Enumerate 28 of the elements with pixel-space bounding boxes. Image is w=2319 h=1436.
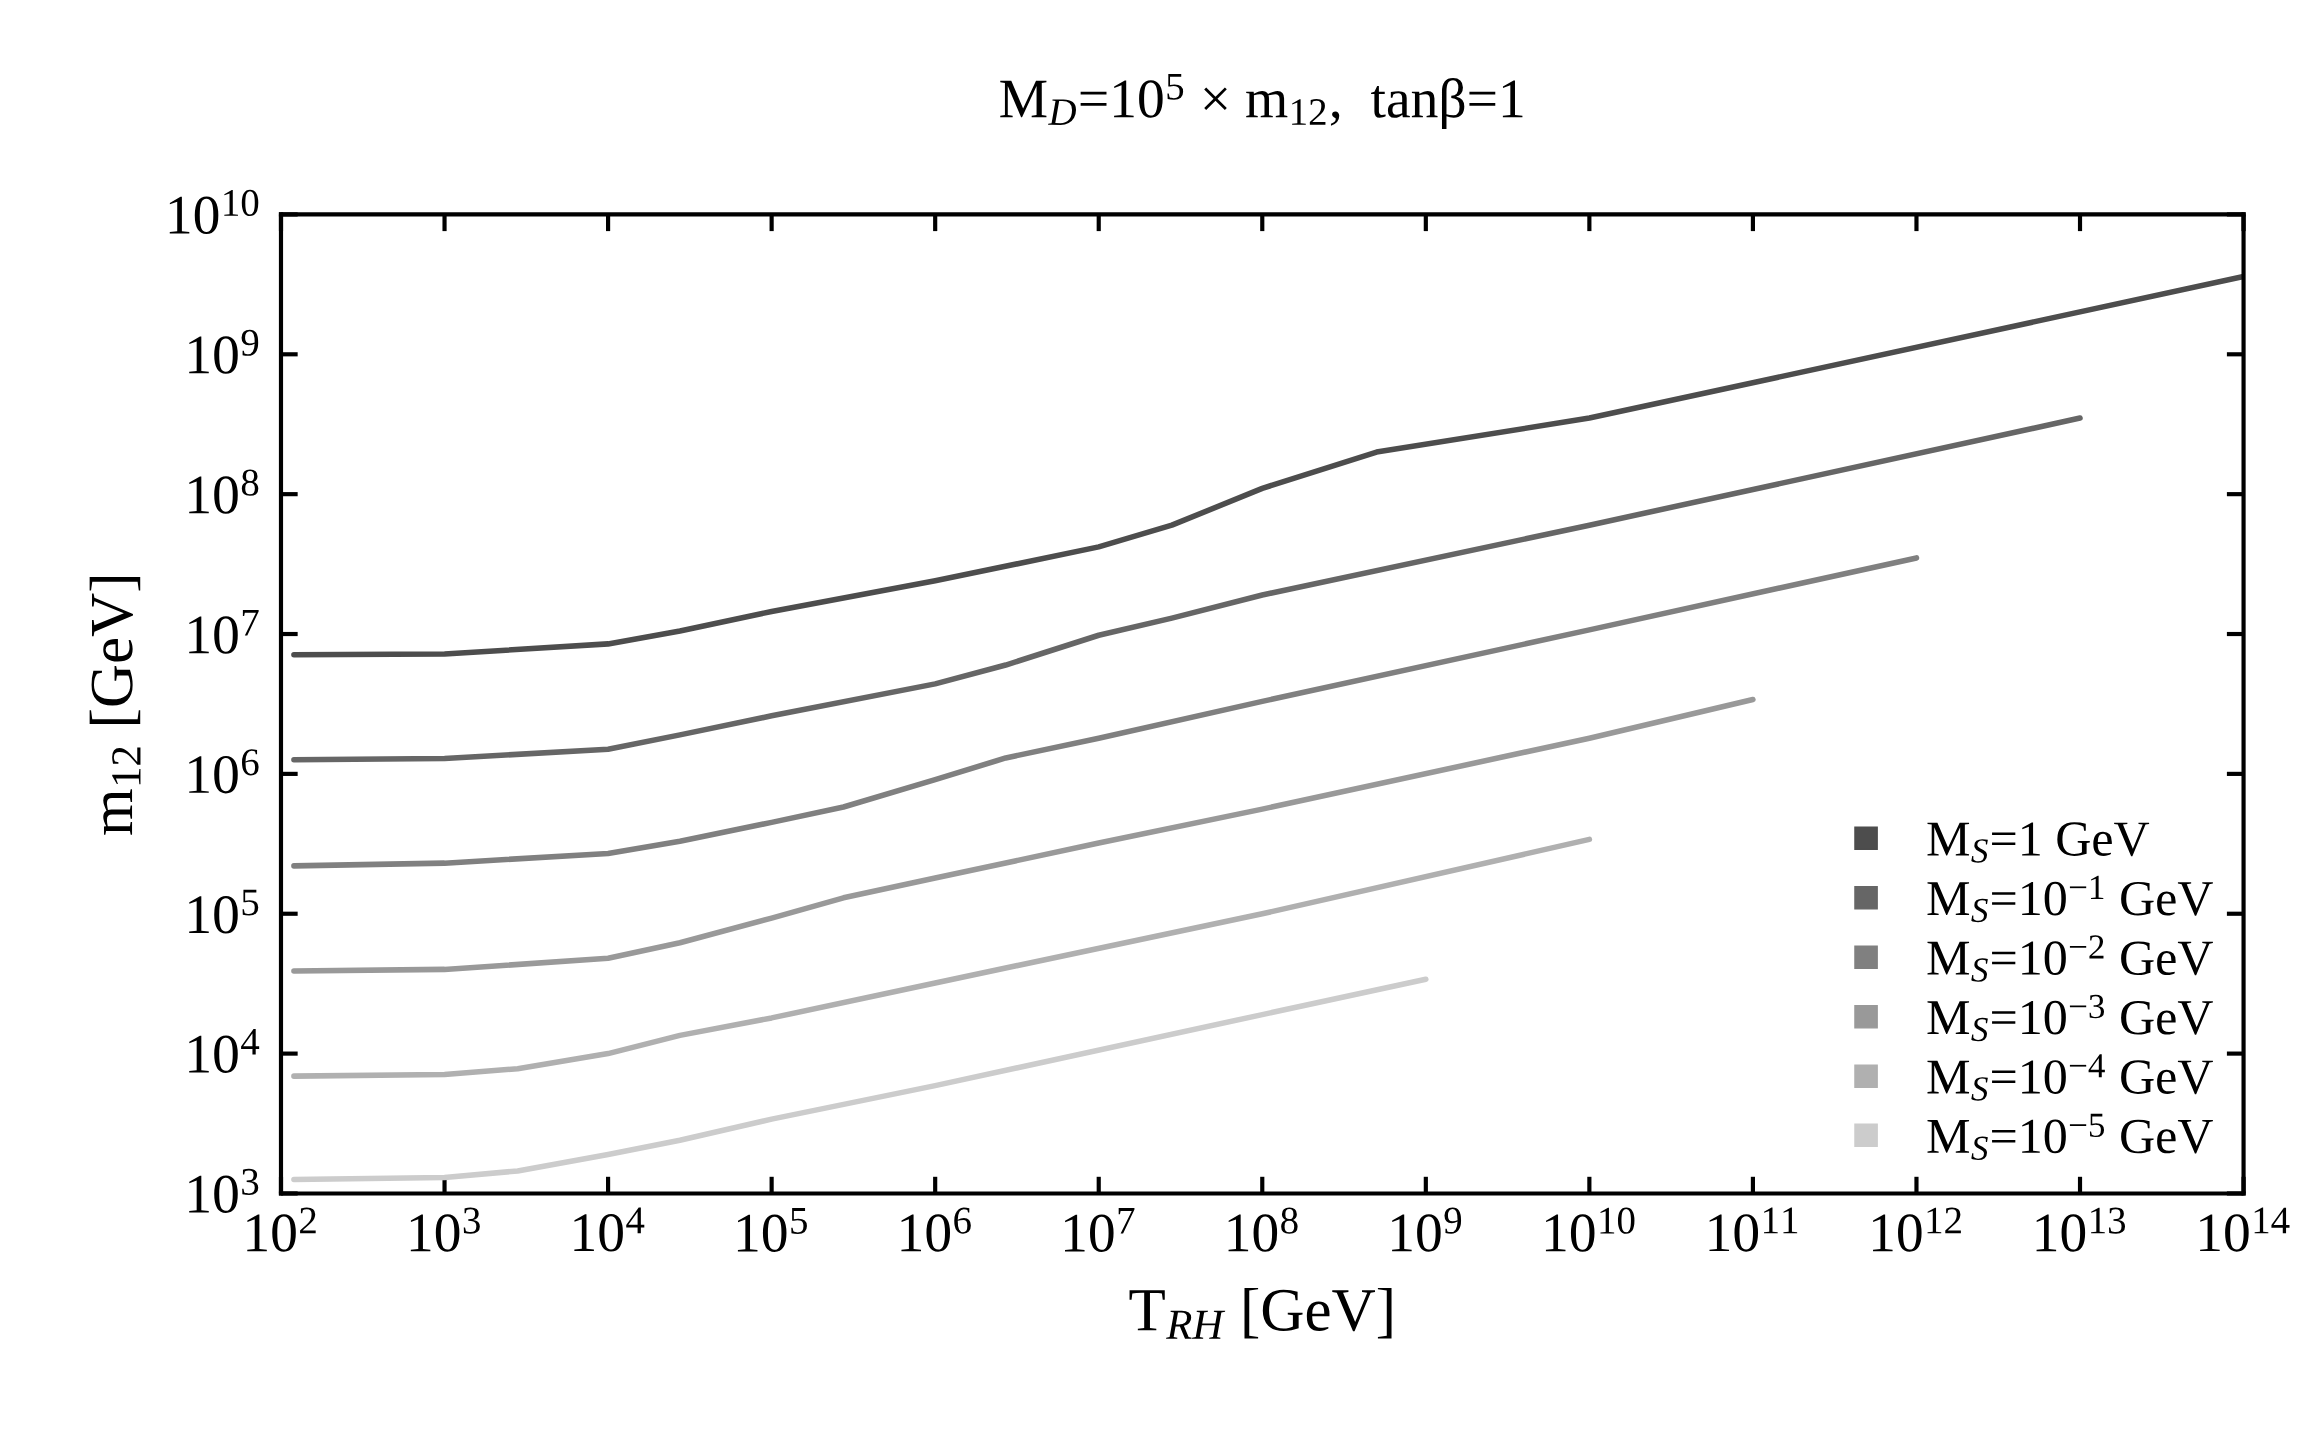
legend-label: M$_{S}$=10$^{−5}$ GeV xyxy=(1927,1113,2213,1161)
y-axis-title: m$_{12}$ [GeV] xyxy=(89,576,141,835)
x-tick-label: 10$^{14}$ xyxy=(2200,1207,2290,1252)
x-tick-label: 10$^{5}$ xyxy=(737,1208,807,1252)
x-tick-label: 10$^{11}$ xyxy=(1709,1207,1798,1252)
x-tick-label: 10$^{9}$ xyxy=(1392,1207,1462,1252)
legend-label: M$_{S}$=10$^{−1}$ GeV xyxy=(1927,875,2213,923)
legend-label: M$_{S}$=1 GeV xyxy=(1927,822,2150,863)
y-tick-label: 10$^{5}$ xyxy=(189,889,259,934)
x-tick-label: 10$^{13}$ xyxy=(2036,1207,2126,1252)
x-tick-label: 10$^{12}$ xyxy=(1873,1207,1961,1252)
x-tick-label: 10$^{6}$ xyxy=(901,1207,971,1252)
legend-label: M$_{S}$=10$^{−4}$ GeV xyxy=(1927,1054,2213,1101)
x-tick-label: 10$^{4}$ xyxy=(574,1207,645,1252)
y-tick-label: 10$^{10}$ xyxy=(169,189,259,235)
x-axis-title: T$_{RH}$ [GeV] xyxy=(1129,1287,1392,1339)
y-tick-label: 10$^{8}$ xyxy=(189,469,259,514)
legend-label: M$_{S}$=10$^{−2}$ GeV xyxy=(1927,935,2213,982)
x-tick-label: 10$^{3}$ xyxy=(410,1207,480,1252)
legend-label: M$_{S}$=10$^{−3}$ GeV xyxy=(1927,994,2213,1042)
y-tick-label: 10$^{6}$ xyxy=(189,749,259,794)
chart-title: M$_{D}$=10$^{5}$ × m$_{12}$, tanβ=1 xyxy=(1000,73,1523,130)
x-tick-label: 10$^{8}$ xyxy=(1228,1207,1298,1252)
x-tick-label: 10$^{10}$ xyxy=(1545,1207,1635,1252)
y-tick-label: 10$^{4}$ xyxy=(189,1028,260,1073)
x-tick-label: 10$^{7}$ xyxy=(1065,1208,1135,1252)
y-tick-label: 10$^{9}$ xyxy=(189,329,259,374)
y-tick-label: 10$^{7}$ xyxy=(189,609,259,654)
